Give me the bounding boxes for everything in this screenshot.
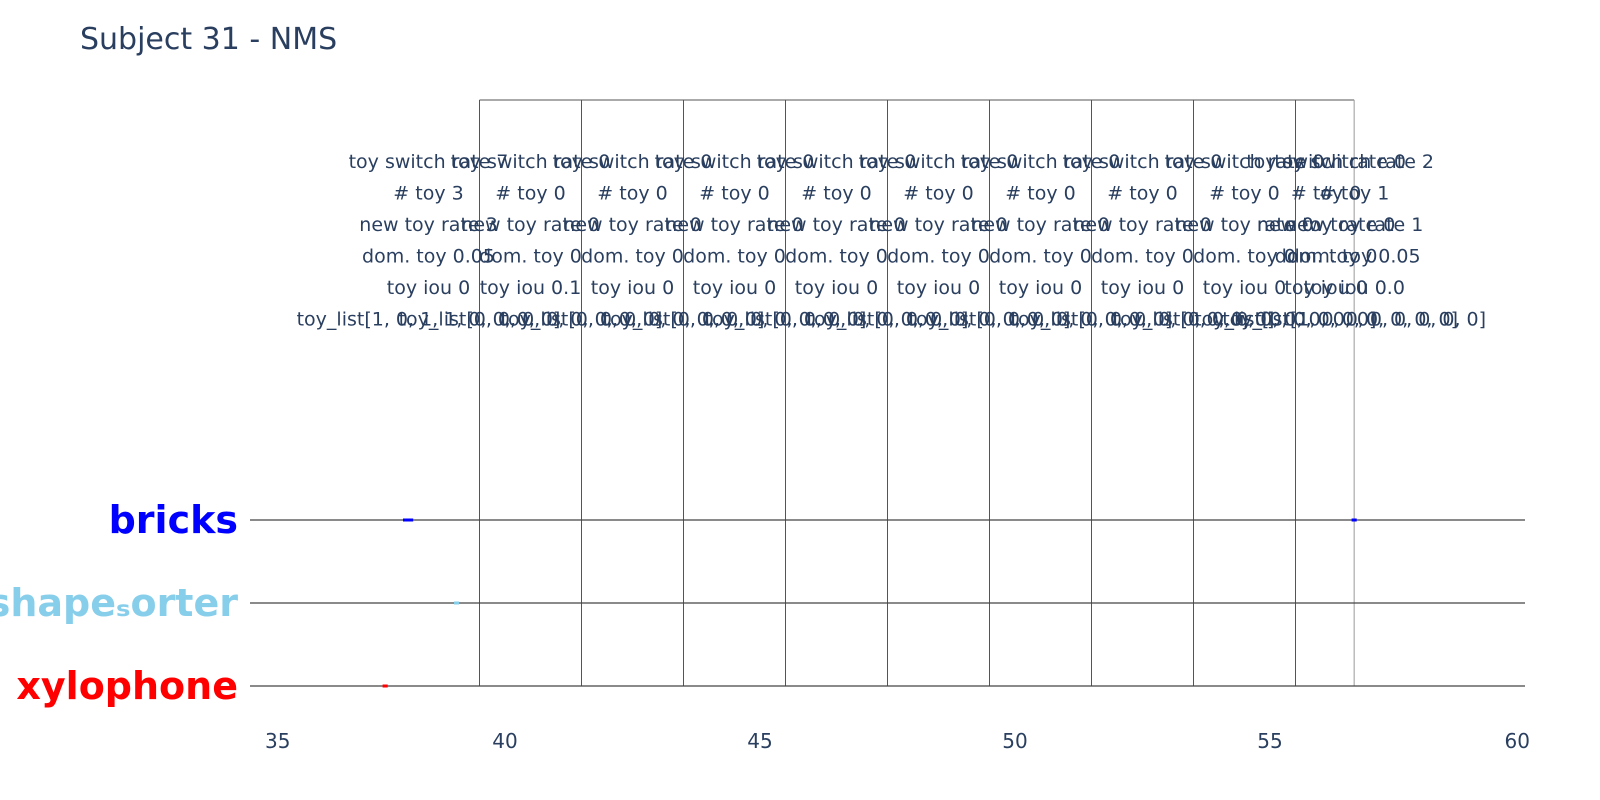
x-tick-label: 50 <box>1002 729 1027 753</box>
y-tick-label: bricks <box>109 498 238 542</box>
x-tick-label: 55 <box>1257 729 1282 753</box>
annotation-line: # toy 0 <box>1107 183 1177 205</box>
annotation-line: toy_list[1, 0, 1, 1, 0, 0, 0, 0] <box>297 309 561 331</box>
segment-boundaries <box>479 99 1355 686</box>
annotation: toy switch rate 2 # toy 1 new toy rate 1 do… <box>1222 151 1486 331</box>
annotation-line: # toy 0 <box>801 183 871 205</box>
annotation-line: new toy rate 0 <box>971 214 1109 236</box>
annotation-line: toy switch rate 0 <box>553 151 713 173</box>
annotation-line: toy iou 0.0 <box>1303 277 1405 299</box>
annotation: toy switch rate 0 # toy 0 new toy rate 0 do… <box>1011 151 1275 331</box>
annotation-line: new toy rate 0 <box>869 214 1007 236</box>
annotation-line: new toy rate 0 <box>1073 214 1211 236</box>
annotation-line: new toy rate 1 <box>1285 214 1423 236</box>
annotation-line: # toy 0 <box>1291 183 1361 205</box>
annotation-line: toy_list[0, 0, 0, 0, 0, 0, 0, 0] <box>603 309 867 331</box>
annotation-line: dom. toy 0 <box>785 246 888 268</box>
annotation: toy switch rate 0 # toy 0 new toy rate 0 do… <box>399 151 663 331</box>
annotation-line: dom. toy 0 <box>989 246 1092 268</box>
annotation-line: toy_list[0, 0, 0, 0, 0, 0, 0, 0] <box>399 309 663 331</box>
annotation-line: new toy rate 3 <box>359 214 497 236</box>
annotation-line: toy_list[0, 0, 0, 0, 0, 0, 0, 0] <box>705 309 969 331</box>
annotation-line: # toy 0 <box>495 183 565 205</box>
annotation-line: toy iou 0 <box>591 277 674 299</box>
category-rows: bricks shapeₛorter xylophone <box>0 498 1525 708</box>
chart-title: Subject 31 - NMS <box>80 22 337 57</box>
x-tick-label: 45 <box>747 729 772 753</box>
events <box>382 518 1357 688</box>
y-tick-label: xylophone <box>16 664 238 708</box>
x-tick-label: 40 <box>492 729 517 753</box>
annotation-line: toy iou 0 <box>795 277 878 299</box>
annotation-line: new toy rate 0 <box>767 214 905 236</box>
annotation-line: toy switch rate 0 <box>961 151 1121 173</box>
annotation-line: dom. toy 0.05 <box>1288 246 1421 268</box>
annotation-line: toy_list[0, 0, 0, 0, 0, 0, 0, 0] <box>1194 309 1458 331</box>
annotation-line: toy_list[0, 0, 0, 0, 0, 0, 0, 0] <box>807 309 1071 331</box>
annotation: toy switch rate 0 # toy 0 new toy rate 0 do… <box>603 151 867 331</box>
annotation-line: # toy 1 <box>1319 183 1389 205</box>
annotation-line: dom. toy 0.05 <box>362 246 495 268</box>
annotation-line: toy switch rate 0 <box>859 151 1019 173</box>
annotation: toy switch rate 0 # toy 0 new toy rate 0 do… <box>501 151 765 331</box>
annotation-line: toy switch rate 0 <box>1165 151 1325 173</box>
annotation-line: toy switch rate 2 <box>1274 151 1434 173</box>
annotation-line: toy_list[0, 0, 0, 0, 0, 0, 0, 0] <box>909 309 1173 331</box>
annotation-line: dom. toy 0 <box>683 246 786 268</box>
annotation-line: toy iou 0 <box>693 277 776 299</box>
annotation-line: new toy rate 0 <box>1257 214 1395 236</box>
annotation-line: toy iou 0 <box>999 277 1082 299</box>
annotation-line: # toy 0 <box>1005 183 1075 205</box>
annotation-line: toy iou 0 <box>1284 277 1367 299</box>
annotation-line: toy iou 0 <box>1101 277 1184 299</box>
annotation: toy switch rate 0 # toy 0 new toy rate 0 do… <box>807 151 1071 331</box>
annotation-line: toy switch rate 0 <box>451 151 611 173</box>
annotation-line: toy switch rate 0 <box>1246 151 1406 173</box>
annotation-line: # toy 0 <box>1209 183 1279 205</box>
x-tick-label: 35 <box>265 729 290 753</box>
annotation-line: dom. toy 0 <box>581 246 684 268</box>
annotation-line: toy_list[0, 0, 0, 0, 0, 0, 0, 0] <box>1113 309 1377 331</box>
annotation-line: dom. toy 0 <box>887 246 990 268</box>
annotation-line: toy switch rate 0 <box>655 151 815 173</box>
annotation-line: toy switch rate 0 <box>1063 151 1223 173</box>
annotation: toy switch rate 0 # toy 0 new toy rate 0 do… <box>1194 151 1458 331</box>
annotation-line: # toy 3 <box>393 183 463 205</box>
annotation-line: dom. toy 0 <box>1193 246 1296 268</box>
annotation-line: new toy rate 0 <box>563 214 701 236</box>
annotation-line: # toy 0 <box>597 183 667 205</box>
x-tick-labels: 35 40 45 50 55 60 <box>265 729 1530 753</box>
annotation-line: # toy 0 <box>903 183 973 205</box>
annotations: toy switch rate 7 # toy 3 new toy rate 3 do… <box>297 151 1486 331</box>
annotation-line: dom. toy 0 <box>1275 246 1378 268</box>
annotation-line: toy_list[0, 0, 0, 0, 0, 0, 0, 0] <box>1011 309 1275 331</box>
annotation: toy switch rate 0 # toy 0 new toy rate 0 do… <box>705 151 969 331</box>
annotation-line: toy iou 0.1 <box>480 277 582 299</box>
annotation-line: toy iou 0 <box>897 277 980 299</box>
annotation-line: toy switch rate 0 <box>757 151 917 173</box>
x-tick-label: 60 <box>1505 729 1530 753</box>
annotation: toy switch rate 0 # toy 0 new toy rate 0 do… <box>909 151 1173 331</box>
annotation-line: toy iou 0 <box>1203 277 1286 299</box>
annotation-line: new toy rate 0 <box>1175 214 1313 236</box>
annotation-line: dom. toy 0 <box>479 246 582 268</box>
annotation-line: toy_list[1, 0, 0, 0, 0, 0, 0, 0] <box>1222 309 1486 331</box>
annotation-line: new toy rate 0 <box>461 214 599 236</box>
annotation-line: toy_list[0, 0, 0, 0, 0, 0, 0, 0] <box>501 309 765 331</box>
annotation: toy switch rate 0 # toy 0 new toy rate 0 do… <box>1113 151 1377 331</box>
annotation-line: dom. toy 0 <box>1091 246 1194 268</box>
annotation: toy switch rate 7 # toy 3 new toy rate 3 do… <box>297 151 561 331</box>
annotation-line: toy switch rate 7 <box>349 151 509 173</box>
annotation-line: toy iou 0 <box>387 277 470 299</box>
annotation-line: # toy 0 <box>699 183 769 205</box>
y-tick-label: shapeₛorter <box>0 581 238 625</box>
annotation-line: new toy rate 0 <box>665 214 803 236</box>
